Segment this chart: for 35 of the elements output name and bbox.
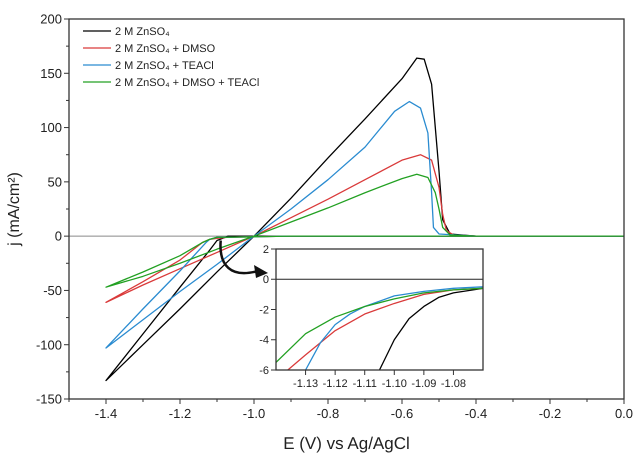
y-tick-label: 0 bbox=[54, 228, 62, 244]
y-tick-label: -100 bbox=[36, 337, 62, 352]
y-tick-label: 0 bbox=[262, 274, 269, 286]
legend-label: 2 M ZnSO₄ bbox=[115, 26, 170, 38]
y-tick-label: -2 bbox=[259, 304, 269, 316]
legend-label: 2 M ZnSO₄ + DMSO + TEACl bbox=[115, 77, 260, 89]
x-tick-label: -1.4 bbox=[94, 406, 118, 421]
x-tick-label: -1.2 bbox=[168, 406, 192, 421]
x-tick-label: -0.2 bbox=[538, 406, 562, 421]
y-tick-label: 200 bbox=[40, 12, 62, 27]
y-tick-label: 2 bbox=[262, 244, 269, 256]
line-series bbox=[378, 288, 483, 370]
x-tick-label: -0.6 bbox=[390, 406, 414, 421]
x-tick-label: -1.12 bbox=[322, 378, 348, 390]
x-tick-label: -0.8 bbox=[316, 406, 340, 421]
x-tick-label: -1.08 bbox=[440, 378, 466, 390]
y-tick-label: 50 bbox=[48, 174, 62, 190]
y-tick-label: -150 bbox=[36, 392, 62, 407]
y-tick-label: 100 bbox=[40, 120, 62, 136]
legend-label: 2 M ZnSO₄ + TEACl bbox=[115, 60, 214, 72]
x-tick-label: 0.0 bbox=[614, 406, 634, 421]
legend-label: 2 M ZnSO₄ + DMSO bbox=[115, 43, 216, 55]
x-tick-label: -1.13 bbox=[293, 378, 318, 390]
y-tick-label: 150 bbox=[40, 66, 62, 81]
y-axis-title: j (mA/cm²) bbox=[6, 172, 23, 247]
x-tick-label: -1.09 bbox=[411, 378, 436, 390]
x-tick-label: -1.10 bbox=[382, 378, 407, 390]
line-series bbox=[105, 174, 624, 288]
x-tick-label: -1.11 bbox=[352, 378, 377, 390]
x-tick-label: -0.4 bbox=[464, 406, 488, 421]
y-tick-label: -50 bbox=[43, 282, 62, 298]
y-tick-label: -4 bbox=[259, 334, 269, 347]
x-axis-title: E (V) vs Ag/AgCl bbox=[283, 434, 410, 453]
y-tick-label: -6 bbox=[259, 364, 269, 377]
x-tick-label: -1.0 bbox=[242, 406, 266, 421]
